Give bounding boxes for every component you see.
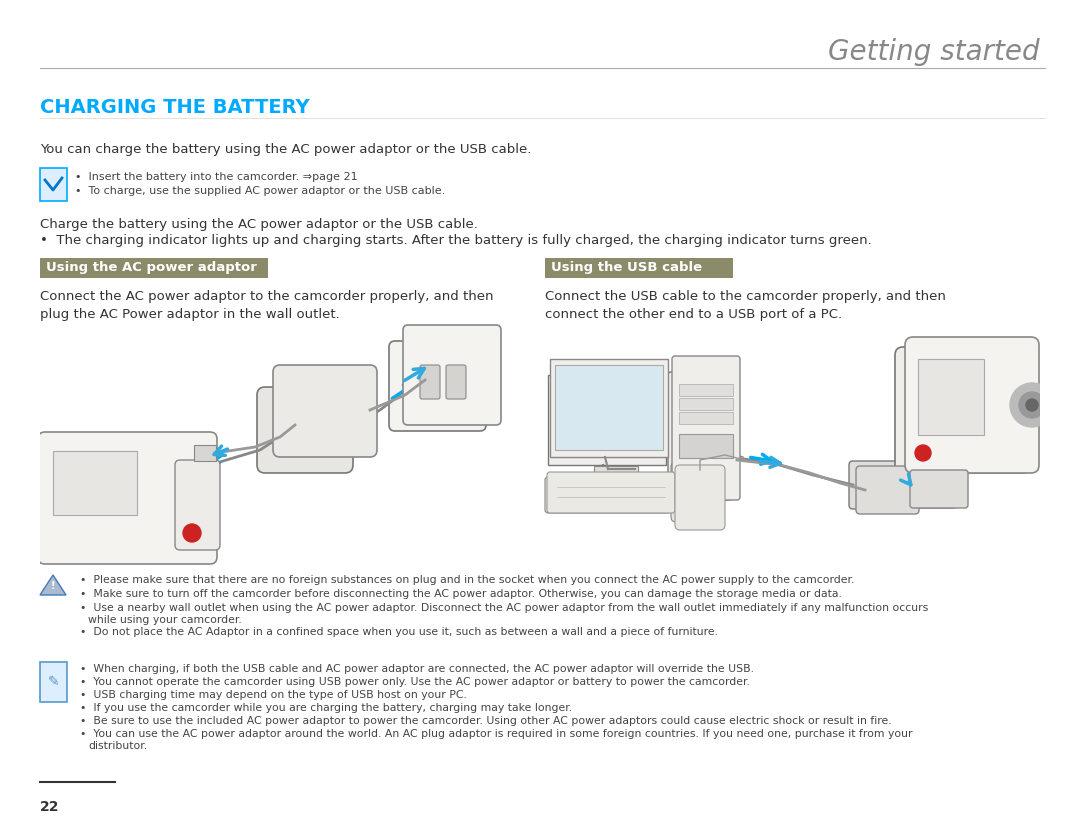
FancyBboxPatch shape [175, 460, 220, 550]
Circle shape [1012, 397, 1038, 423]
Text: •  Please make sure that there are no foreign substances on plug and in the sock: • Please make sure that there are no for… [80, 575, 854, 585]
FancyBboxPatch shape [675, 400, 725, 411]
FancyBboxPatch shape [389, 341, 486, 431]
FancyBboxPatch shape [671, 462, 719, 522]
Text: •  USB charging time may depend on the type of USB host on your PC.: • USB charging time may depend on the ty… [80, 690, 467, 700]
FancyBboxPatch shape [594, 466, 638, 477]
Circle shape [1003, 388, 1047, 432]
FancyBboxPatch shape [905, 337, 1039, 473]
FancyBboxPatch shape [900, 472, 956, 508]
Text: Getting started: Getting started [828, 38, 1040, 66]
FancyBboxPatch shape [918, 359, 984, 435]
Text: You can charge the battery using the AC power adaptor or the USB cable.: You can charge the battery using the AC … [40, 143, 531, 156]
FancyBboxPatch shape [403, 325, 501, 425]
Text: •  Be sure to use the included AC power adaptor to power the camcorder. Using ot: • Be sure to use the included AC power a… [80, 716, 892, 726]
FancyBboxPatch shape [58, 458, 137, 517]
Text: •  When charging, if both the USB cable and AC power adaptor are connected, the : • When charging, if both the USB cable a… [80, 664, 754, 674]
Text: 22: 22 [40, 800, 59, 814]
FancyBboxPatch shape [40, 258, 268, 278]
Polygon shape [40, 575, 66, 595]
Text: •  Use a nearby wall outlet when using the AC power adaptor. Disconnect the AC p: • Use a nearby wall outlet when using th… [80, 603, 928, 613]
FancyBboxPatch shape [40, 662, 67, 702]
Text: while using your camcorder.: while using your camcorder. [87, 615, 242, 625]
Text: •  Insert the battery into the camcorder. ⇒page 21: • Insert the battery into the camcorder.… [75, 172, 357, 182]
FancyBboxPatch shape [53, 451, 137, 515]
Circle shape [910, 445, 926, 461]
FancyBboxPatch shape [194, 457, 214, 471]
FancyBboxPatch shape [545, 477, 671, 513]
Text: •  You cannot operate the camcorder using USB power only. Use the AC power adapt: • You cannot operate the camcorder using… [80, 677, 750, 687]
FancyBboxPatch shape [410, 373, 430, 405]
FancyBboxPatch shape [675, 426, 725, 437]
Circle shape [915, 445, 931, 461]
Text: Connect the AC power adaptor to the camcorder properly, and then
plug the AC Pow: Connect the AC power adaptor to the camc… [40, 290, 494, 321]
FancyBboxPatch shape [895, 347, 1031, 473]
FancyBboxPatch shape [553, 381, 661, 457]
Text: Charge the battery using the AC power adaptor or the USB cable.: Charge the battery using the AC power ad… [40, 218, 477, 231]
FancyBboxPatch shape [40, 168, 67, 201]
FancyBboxPatch shape [679, 412, 733, 424]
Text: !: ! [51, 581, 55, 591]
FancyBboxPatch shape [849, 461, 912, 509]
FancyBboxPatch shape [679, 398, 733, 410]
FancyBboxPatch shape [679, 434, 733, 458]
FancyBboxPatch shape [592, 474, 632, 483]
FancyBboxPatch shape [446, 365, 465, 399]
FancyBboxPatch shape [910, 470, 968, 508]
FancyBboxPatch shape [909, 368, 973, 437]
FancyBboxPatch shape [548, 375, 666, 465]
FancyBboxPatch shape [546, 472, 675, 513]
Text: distributor.: distributor. [87, 741, 147, 751]
FancyBboxPatch shape [856, 466, 919, 514]
Text: •  Make sure to turn off the camcorder before disconnecting the AC power adaptor: • Make sure to turn off the camcorder be… [80, 589, 842, 599]
FancyBboxPatch shape [273, 365, 377, 457]
FancyBboxPatch shape [675, 465, 725, 530]
Circle shape [1020, 392, 1045, 418]
FancyBboxPatch shape [675, 440, 725, 458]
FancyBboxPatch shape [436, 373, 456, 405]
Text: •  To charge, use the supplied AC power adaptor or the USB cable.: • To charge, use the supplied AC power a… [75, 186, 445, 196]
Circle shape [1026, 399, 1038, 411]
Circle shape [176, 526, 194, 544]
FancyBboxPatch shape [42, 437, 213, 563]
FancyBboxPatch shape [679, 384, 733, 396]
FancyBboxPatch shape [675, 413, 725, 424]
Text: ✎: ✎ [48, 675, 59, 689]
Text: •  Do not place the AC Adaptor in a confined space when you use it, such as betw: • Do not place the AC Adaptor in a confi… [80, 627, 718, 637]
FancyBboxPatch shape [38, 432, 217, 564]
FancyBboxPatch shape [550, 359, 669, 457]
FancyBboxPatch shape [672, 356, 740, 500]
Circle shape [1020, 404, 1031, 416]
Text: Using the USB cable: Using the USB cable [551, 262, 702, 275]
FancyBboxPatch shape [257, 387, 353, 473]
Text: CHARGING THE BATTERY: CHARGING THE BATTERY [40, 98, 310, 117]
Text: Connect the USB cable to the camcorder properly, and then
connect the other end : Connect the USB cable to the camcorder p… [545, 290, 946, 321]
FancyBboxPatch shape [165, 465, 215, 550]
FancyBboxPatch shape [555, 365, 663, 450]
Text: Using the AC power adaptor: Using the AC power adaptor [46, 262, 257, 275]
FancyBboxPatch shape [545, 258, 733, 278]
Text: •  The charging indicator lights up and charging starts. After the battery is fu: • The charging indicator lights up and c… [40, 234, 872, 247]
Text: •  You can use the AC power adaptor around the world. An AC plug adaptor is requ: • You can use the AC power adaptor aroun… [80, 729, 913, 739]
FancyBboxPatch shape [194, 445, 216, 461]
Circle shape [183, 524, 201, 542]
FancyBboxPatch shape [669, 372, 732, 500]
Text: •  If you use the camcorder while you are charging the battery, charging may tak: • If you use the camcorder while you are… [80, 703, 572, 713]
FancyBboxPatch shape [420, 365, 440, 399]
Circle shape [1010, 383, 1054, 427]
